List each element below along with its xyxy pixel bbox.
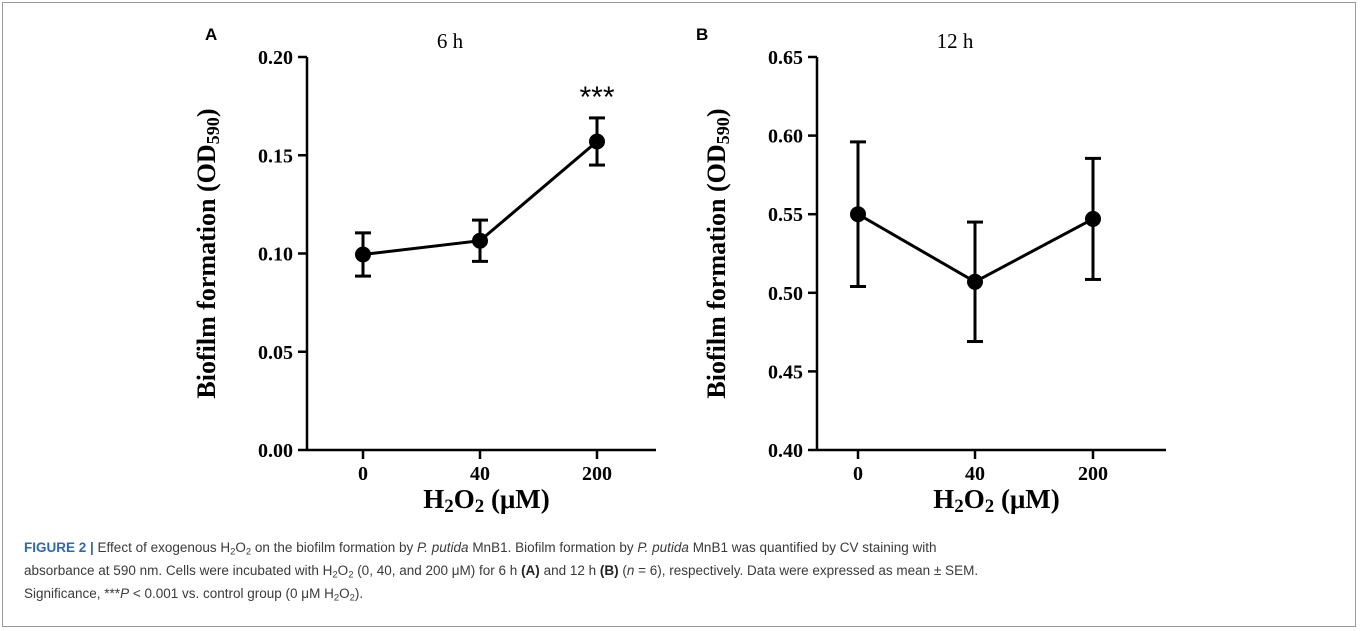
panel-b: B 12 h 0.40 0.45 0.50 0.55 0.60 0.65 0 40 200 H2O2 …: [696, 25, 1166, 517]
caption-sub: 2: [333, 592, 340, 604]
y-tick-label: 0.45: [768, 361, 803, 383]
y-axis-label: Biofilm formation (OD590): [192, 108, 223, 398]
caption-sub: 2: [348, 569, 354, 581]
x-tick-label: 200: [582, 463, 612, 485]
data-point: [967, 273, 983, 290]
caption-text: on the biofilm formation by: [251, 540, 417, 555]
caption-sub: 2: [230, 546, 236, 558]
caption-panel-ref: (B): [599, 563, 619, 578]
caption-text: (0, 40, and 200 μM) for 6 h: [353, 563, 522, 578]
panel-letter: A: [205, 25, 217, 44]
caption-text: O: [235, 540, 246, 555]
x-tick-label: 40: [965, 463, 985, 485]
y-tick-label: 0.55: [768, 204, 803, 226]
panel-letter: B: [696, 25, 708, 44]
x-tick-label: 0: [358, 463, 368, 485]
caption-italic: n: [626, 563, 635, 578]
panel-a: A 6 h 0.00 0.05 0.10 0.15 0.20 0 40 200 H2O2 (μM) B…: [192, 25, 656, 517]
caption-text: ).: [354, 586, 364, 601]
x-tick-label: 40: [470, 463, 490, 485]
figure-caption: FIGURE 2 | Effect of exogenous H2O2 on t…: [24, 536, 1344, 605]
caption-text: MnB1. Biofilm formation by: [468, 540, 638, 555]
caption-text: (: [618, 563, 627, 578]
y-tick-label: 0.40: [768, 440, 803, 462]
figure-label: FIGURE 2 |: [24, 540, 94, 555]
caption-text: = 6), respectively. Data were expressed …: [634, 563, 979, 578]
caption-text: Effect of exogenous H: [93, 540, 231, 555]
caption-italic: P: [120, 586, 130, 601]
caption-sub: 2: [349, 592, 355, 604]
x-tick-label: 0: [853, 463, 863, 485]
data-point: [589, 133, 605, 150]
caption-text: O: [339, 586, 350, 601]
data-point: [472, 232, 488, 249]
y-tick-label: 0.65: [768, 47, 803, 69]
x-axis-label: H2O2 (μM): [423, 484, 549, 517]
y-tick-label: 0.05: [258, 342, 293, 364]
caption-text: O: [337, 563, 349, 578]
caption-text: Significance, ***: [24, 586, 121, 601]
caption-line-1: FIGURE 2 | Effect of exogenous H2O2 on t…: [24, 536, 1344, 559]
caption-sub: 2: [245, 546, 252, 558]
y-tick-label: 0.50: [768, 283, 803, 305]
caption-text: and 12 h: [539, 563, 600, 578]
y-tick-label: 0.15: [258, 145, 293, 167]
caption-text: < 0.001 vs. control group (0 μM H: [129, 586, 334, 601]
caption-sub: 2: [332, 569, 338, 581]
y-tick-label: 0.60: [768, 126, 803, 148]
y-axis-label: Biofilm formation (OD590): [702, 108, 733, 398]
y-tick-label: 0.20: [258, 47, 293, 69]
data-point: [355, 246, 371, 263]
caption-text: MnB1 was quantified by CV staining with: [688, 540, 937, 555]
chart-title: 6 h: [437, 29, 464, 53]
x-tick-label: 200: [1078, 463, 1108, 485]
caption-panel-ref: (A): [521, 563, 540, 578]
y-tick-label: 0.10: [258, 244, 293, 266]
caption-line-2: absorbance at 590 nm. Cells were incubat…: [24, 559, 1344, 582]
caption-text: absorbance at 590 nm. Cells were incubat…: [24, 563, 333, 578]
y-tick-label: 0.00: [258, 440, 293, 462]
x-axis-label: H2O2 (μM): [933, 484, 1059, 517]
caption-species: P. putida: [417, 540, 469, 555]
data-point: [850, 206, 866, 223]
significance-label: ***: [579, 81, 614, 114]
chart-title: 12 h: [937, 29, 974, 53]
caption-species: P. putida: [637, 540, 689, 555]
data-point: [1085, 210, 1101, 227]
caption-line-3: Significance, ***P < 0.001 vs. control g…: [24, 582, 1344, 605]
